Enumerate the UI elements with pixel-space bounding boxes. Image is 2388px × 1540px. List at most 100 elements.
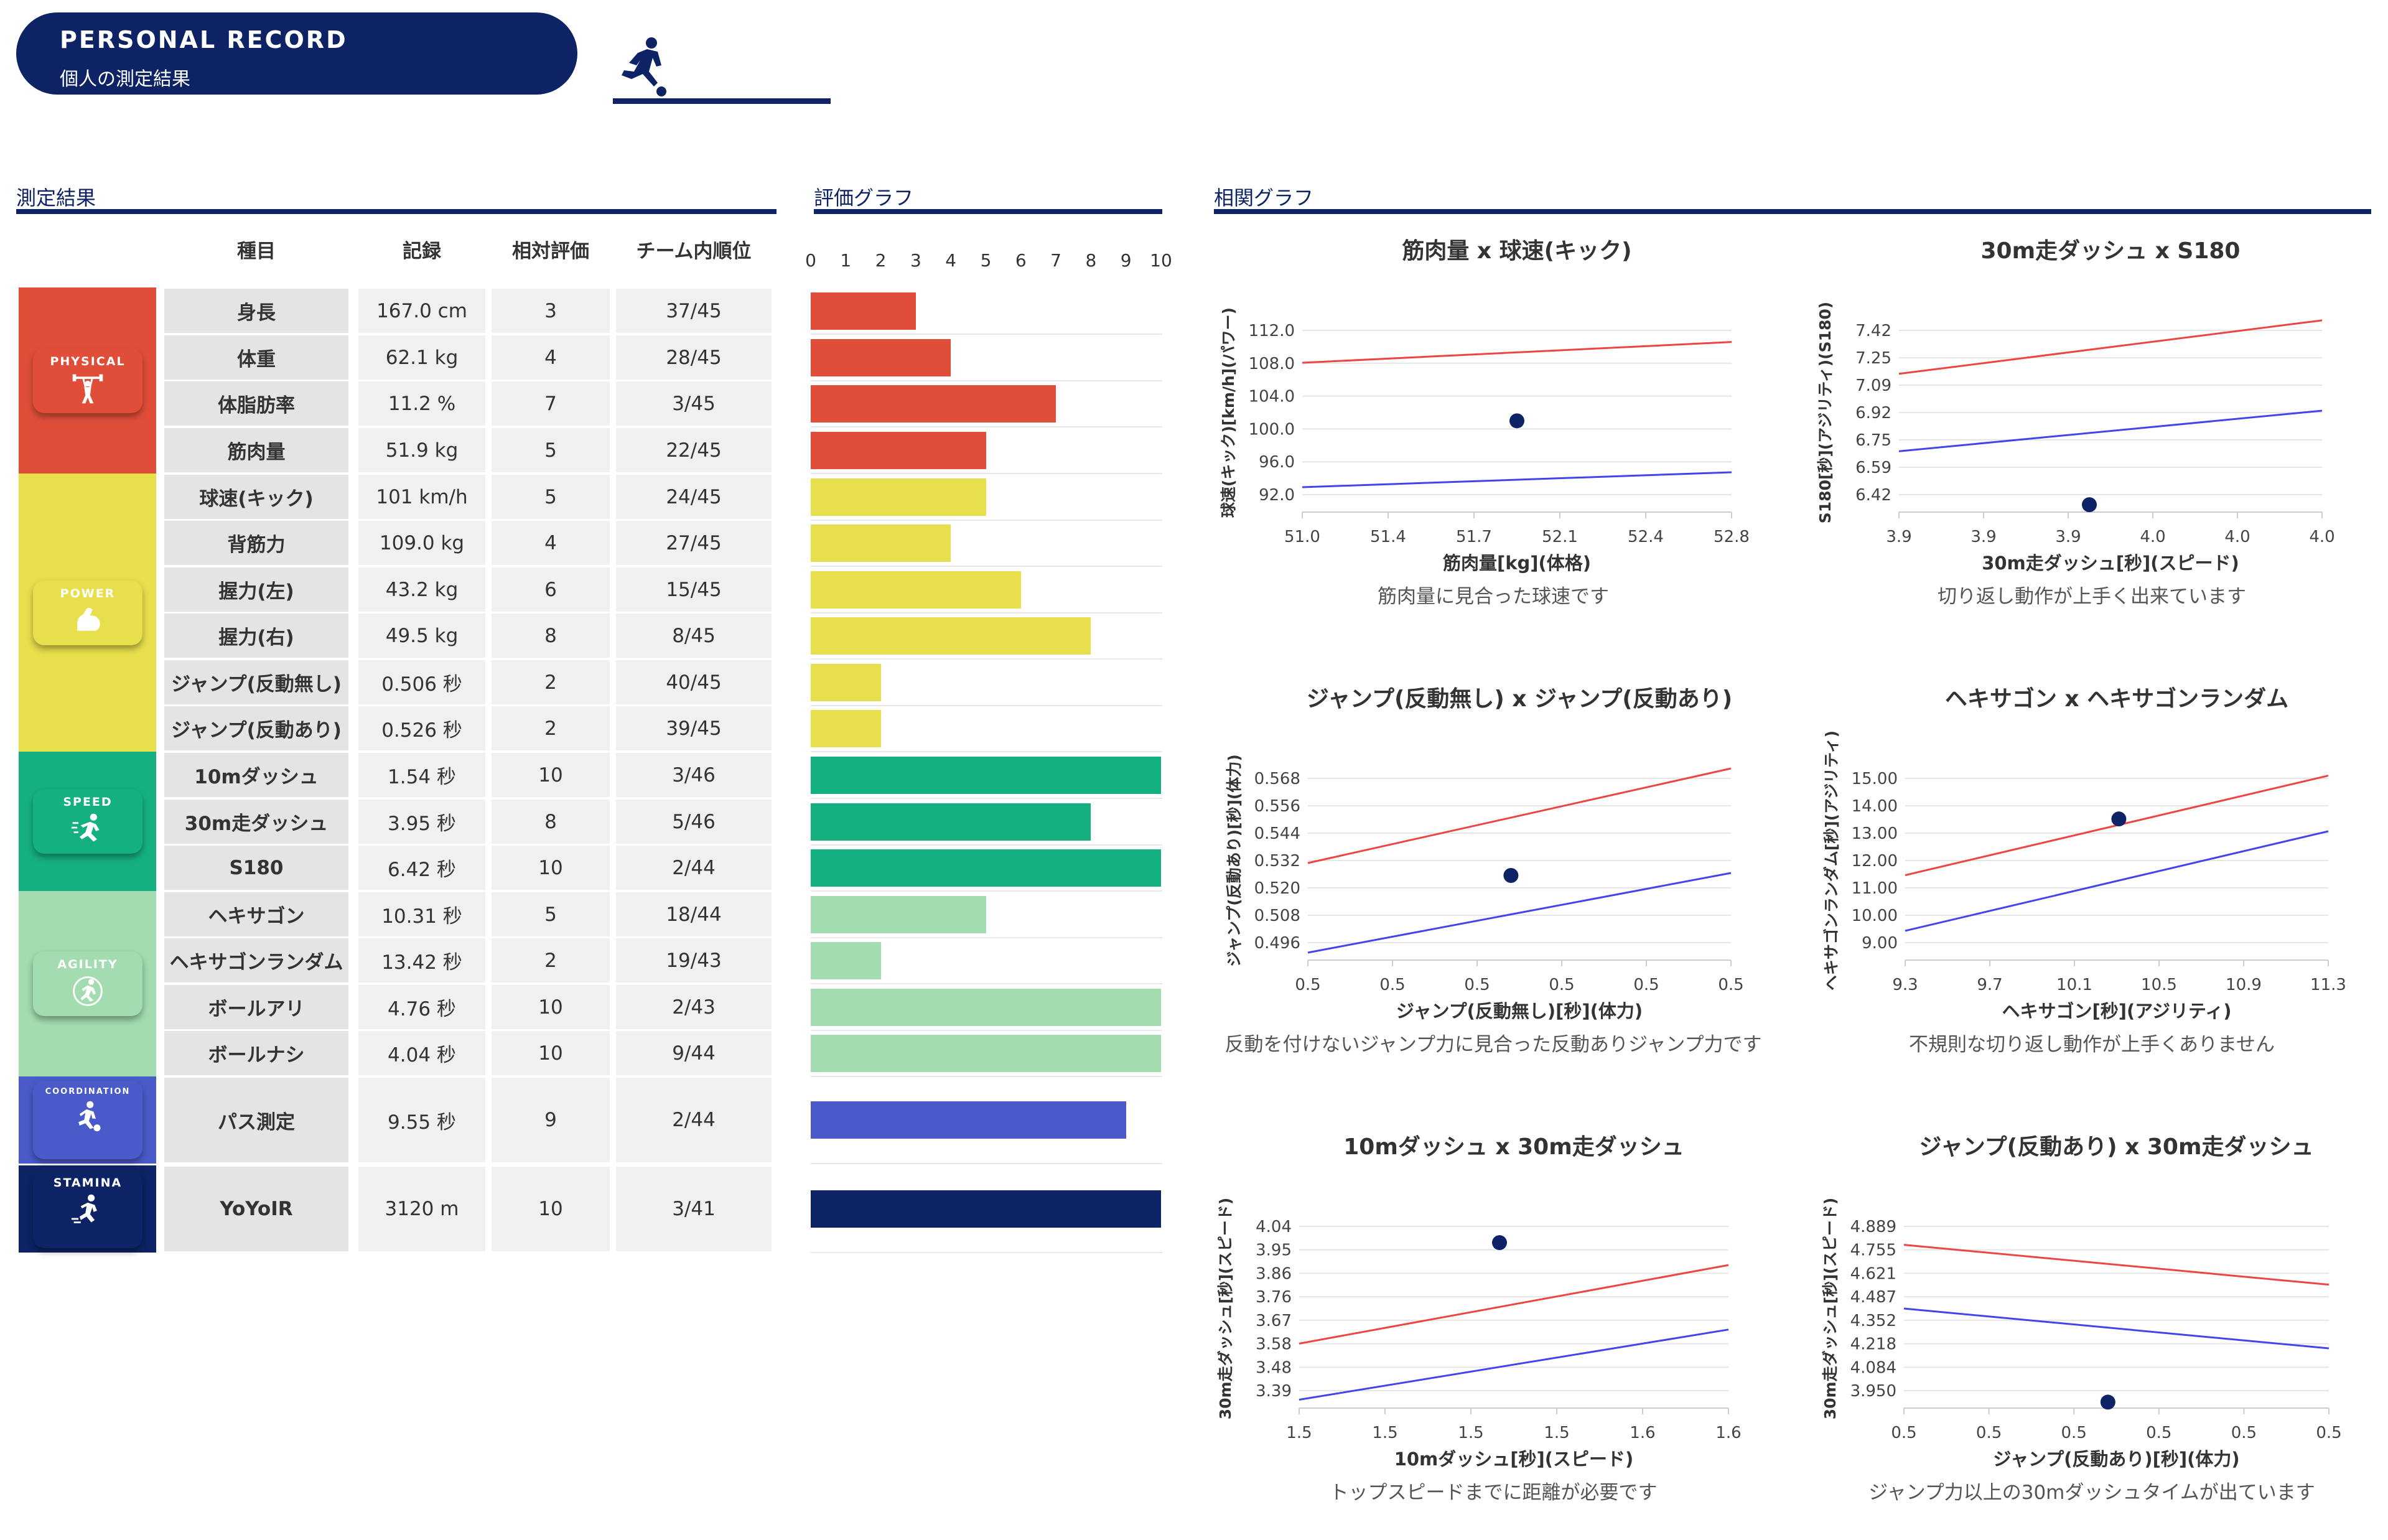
eval-bar — [811, 663, 881, 701]
x-tick-label: 0.5 — [2061, 1424, 2087, 1442]
corr-section-title: 相関グラフ — [1214, 186, 1314, 210]
eval-gridline — [811, 380, 1162, 381]
x-tick-label: 1.5 — [1544, 1424, 1569, 1442]
eval-bar — [811, 338, 951, 376]
y-tick-label: 7.25 — [1855, 349, 1891, 368]
upper-reference-line — [1307, 767, 1732, 864]
y-tick-label: 15.00 — [1852, 770, 1898, 788]
eval-gridline — [811, 334, 1162, 335]
x-tick-label: 1.6 — [1630, 1424, 1655, 1442]
table-cell-name: 10mダッシュ — [164, 753, 348, 797]
table-cell-rank: 39/45 — [616, 706, 772, 750]
chart-title: ジャンプ(反動あり) x 30m走ダッシュ — [1919, 1134, 2314, 1160]
y-tick-label: 4.755 — [1850, 1241, 1896, 1260]
y-tick-label: 96.0 — [1259, 453, 1295, 472]
table-cell-record: 0.506 秒 — [358, 660, 485, 704]
scatter-chart-2: 30m走ダッシュ x S180 7.42 7.25 7.09 6.92 6.75 6.59 6… — [1816, 238, 2335, 574]
table-cell-rank: 40/45 — [616, 660, 772, 704]
y-tick-label: 0.496 — [1254, 934, 1300, 953]
y-tick-label: 0.544 — [1254, 824, 1300, 843]
y-axis-label: 30m走ダッシュ[秒](スピード) — [1821, 1198, 1839, 1420]
chart-comment: 不規則な切り返し動作が上手くありません — [1908, 1034, 2275, 1056]
scatter-chart-6: ジャンプ(反動あり) x 30m走ダッシュ 4.889 4.755 4.621 4.48… — [1821, 1134, 2342, 1470]
x-tick-label: 0.5 — [1633, 976, 1659, 994]
scatter-chart-5: 10mダッシュ x 30m走ダッシュ 4.04 3.95 3.86 3.76 3.67 3.… — [1216, 1134, 1742, 1470]
table-cell-eval: 4 — [492, 335, 610, 380]
header-banner: PERSONAL RECORD 個人の測定結果 — [16, 12, 577, 95]
y-tick-label: 4.084 — [1850, 1358, 1896, 1377]
eval-gridline — [811, 612, 1162, 614]
eval-bar — [811, 756, 1161, 794]
upper-reference-line — [1898, 319, 2323, 375]
table-cell-name: 握力(左) — [164, 567, 348, 612]
eval-section-title: 評価グラフ — [814, 186, 914, 210]
category-badge-stamina: STAMINA — [33, 1170, 142, 1248]
eval-bar — [811, 617, 1091, 655]
x-tick-label: 51.7 — [1456, 528, 1492, 546]
x-tick-label: 0.5 — [1976, 1424, 2002, 1442]
corr-section-rule — [1214, 209, 2371, 214]
upper-reference-line — [1903, 1244, 2330, 1286]
table-cell-eval: 6 — [492, 567, 610, 612]
eval-gridline — [811, 1076, 1162, 1077]
y-tick-label: 10.00 — [1852, 907, 1898, 925]
eval-tick-label: 2 — [875, 250, 887, 271]
x-tick-label: 52.4 — [1628, 528, 1664, 546]
x-tick-label: 0.5 — [1295, 976, 1320, 994]
y-tick-label: 3.39 — [1256, 1382, 1292, 1401]
eval-bar — [811, 292, 916, 330]
y-tick-label: 6.92 — [1855, 404, 1891, 422]
eval-gridline — [811, 937, 1162, 938]
table-cell-record: 167.0 cm — [358, 289, 485, 333]
chart-comment: 切り返し動作が上手く出来ています — [1938, 586, 2246, 608]
eval-gridline — [811, 520, 1162, 521]
table-cell-eval: 10 — [492, 1031, 610, 1075]
y-tick-label: 0.532 — [1254, 852, 1300, 870]
table-cell-name: ジャンプ(反動無し) — [164, 660, 348, 704]
table-cell-eval: 4 — [492, 521, 610, 565]
scatter-chart-3: ジャンプ(反動無し) x ジャンプ(反動あり) 0.568 0.556 0.544 0.… — [1225, 686, 1744, 1022]
eval-bar — [811, 895, 986, 933]
table-cell-name: 身長 — [164, 289, 348, 333]
table-cell-eval: 7 — [492, 381, 610, 426]
y-tick-label: 100.0 — [1249, 420, 1295, 439]
eval-bar — [811, 524, 951, 562]
table-cell-record: 1.54 秒 — [358, 753, 485, 797]
x-tick-label: 52.8 — [1714, 528, 1750, 546]
y-tick-label: 112.0 — [1249, 322, 1295, 340]
table-cell-record: 3.95 秒 — [358, 800, 485, 844]
chart-comment: ジャンプ力以上の30mダッシュタイムが出ています — [1868, 1482, 2315, 1504]
results-section-title: 測定結果 — [16, 186, 96, 210]
table-cell-rank: 3/46 — [616, 753, 772, 797]
eval-gridline — [811, 705, 1162, 706]
lower-reference-line — [1307, 872, 1732, 954]
chart-title: 10mダッシュ x 30m走ダッシュ — [1343, 1134, 1684, 1160]
page-subtitle: 個人の測定結果 — [60, 68, 190, 90]
lower-reference-line — [1903, 1307, 2330, 1350]
table-cell-name: ヘキサゴン — [164, 892, 348, 936]
y-axis-label: ヘキサゴンランダム[秒](アジリティ) — [1822, 730, 1840, 991]
eval-tick-label: 5 — [980, 250, 992, 271]
x-tick-label: 3.9 — [2055, 528, 2081, 546]
table-cell-rank: 22/45 — [616, 428, 772, 472]
chart-comment: トップスピードまでに距離が必要です — [1329, 1482, 1658, 1504]
eval-bar — [811, 571, 1021, 609]
player-data-point — [1492, 1235, 1507, 1251]
eval-gridline — [811, 844, 1162, 846]
x-tick-label: 3.9 — [1971, 528, 1996, 546]
eval-bar — [811, 849, 1161, 887]
y-tick-label: 7.42 — [1855, 322, 1891, 340]
y-tick-label: 4.487 — [1850, 1288, 1896, 1307]
category-label: PHYSICAL — [50, 354, 126, 368]
eval-gridline — [811, 983, 1162, 984]
eval-bar — [811, 431, 986, 469]
x-tick-label: 1.6 — [1715, 1424, 1741, 1442]
table-cell-rank: 9/44 — [616, 1031, 772, 1075]
category-label: SPEED — [63, 795, 113, 809]
x-tick-label: 52.1 — [1542, 528, 1578, 546]
x-axis-label: ジャンプ(反動あり)[秒](体力) — [1993, 1449, 2239, 1470]
table-cell-eval: 10 — [492, 1167, 610, 1251]
x-axis-label: 30m走ダッシュ[秒](スピード) — [1982, 553, 2239, 574]
eval-gridline — [811, 566, 1162, 567]
y-tick-label: 6.42 — [1855, 486, 1891, 505]
